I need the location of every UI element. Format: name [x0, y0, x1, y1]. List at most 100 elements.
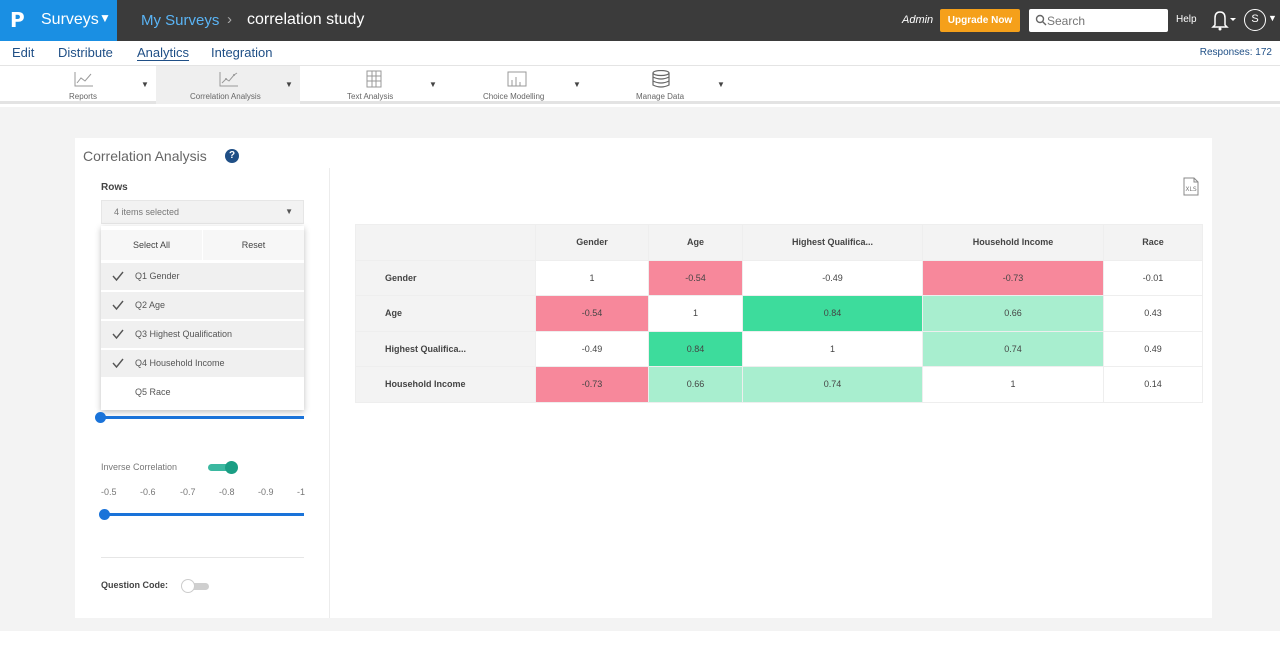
row-header: Household Income [355, 366, 536, 403]
tool-choice-modelling[interactable]: Choice Modelling ▼ [440, 66, 584, 104]
column-header: Highest Qualifica... [742, 224, 923, 261]
checkmark-icon [112, 271, 124, 282]
help-icon[interactable]: ? [225, 149, 239, 163]
upgrade-button[interactable]: Upgrade Now [940, 9, 1020, 32]
correlation-matrix: Gender Age Highest Qualifica... Househol… [355, 224, 1203, 403]
checkmark-icon [112, 358, 124, 369]
matrix-cell: -0.54 [648, 259, 743, 296]
question-code-label: Question Code: [101, 580, 168, 590]
analytics-toolbar: Reports ▼ Correlation Analysis ▼ Text An… [0, 66, 1280, 104]
rows-select[interactable]: 4 items selected ▼ [101, 200, 304, 224]
breadcrumb-separator-icon: › [227, 11, 232, 28]
dropdown-option[interactable]: Q2 Age [101, 292, 304, 320]
tool-reports[interactable]: Reports ▼ [40, 66, 156, 104]
dropdown-option[interactable]: Q3 Highest Qualification [101, 321, 304, 349]
question-code-toggle[interactable] [181, 579, 211, 593]
checkmark-icon [112, 300, 124, 311]
nav-edit[interactable]: Edit [12, 45, 35, 60]
slider-tick-label: -0.7 [180, 487, 196, 497]
matrix-cell: -0.73 [922, 259, 1104, 296]
row-header: Gender [355, 259, 536, 296]
dropdown-option[interactable]: Q4 Household Income [101, 350, 304, 378]
correlation-slider-handle[interactable] [95, 412, 106, 423]
chevron-down-icon: ▼ [99, 11, 111, 25]
tool-manage-data[interactable]: Manage Data ▼ [584, 66, 728, 104]
nav-analytics[interactable]: Analytics [137, 45, 190, 60]
inverse-correlation-toggle[interactable] [208, 461, 238, 474]
matrix-cell: 0.84 [648, 330, 743, 367]
search-icon [1035, 14, 1047, 26]
help-link[interactable]: Help [1176, 14, 1197, 25]
chevron-down-icon[interactable]: ▼ [285, 80, 293, 89]
matrix-cell: 0.43 [1103, 295, 1203, 332]
main-nav: Edit Distribute Analytics Integration Re… [0, 41, 1280, 66]
rows-select-value: 4 items selected [114, 207, 180, 217]
option-label: Q3 Highest Qualification [135, 329, 233, 339]
matrix-cell: -0.73 [535, 366, 649, 403]
toggle-knob [181, 579, 195, 593]
tool-text-analysis[interactable]: Text Analysis ▼ [300, 66, 440, 104]
select-all-button[interactable]: Select All [101, 230, 202, 260]
dropdown-option[interactable]: Q5 Race [101, 379, 304, 407]
chevron-down-icon[interactable]: ▼ [1268, 13, 1277, 23]
product-name: Surveys [41, 11, 99, 28]
slider-tick-label: -1 [297, 487, 306, 497]
search-box [1029, 9, 1168, 32]
chevron-down-icon[interactable]: ▼ [573, 80, 581, 89]
tool-label: Manage Data [636, 92, 685, 101]
reset-button[interactable]: Reset [203, 230, 304, 260]
xls-export-icon[interactable]: XLS [1183, 177, 1199, 196]
slider-tick-label: -0.6 [140, 487, 156, 497]
tool-label: Text Analysis [347, 92, 394, 101]
inverse-slider-track[interactable] [101, 513, 304, 516]
option-label: Q1 Gender [135, 271, 180, 281]
chevron-down-icon[interactable]: ▼ [429, 80, 437, 89]
chevron-down-icon: ▼ [285, 207, 293, 216]
search-input[interactable] [1047, 9, 1165, 32]
slider-tick-label: -0.8 [219, 487, 235, 497]
matrix-corner [355, 224, 536, 261]
avatar[interactable]: S [1244, 9, 1266, 31]
matrix-cell: 1 [922, 366, 1104, 403]
nav-integration[interactable]: Integration [211, 45, 273, 60]
matrix-cell: 1 [648, 295, 743, 332]
dropdown-option[interactable]: Q1 Gender [101, 263, 304, 291]
matrix-cell: 0.14 [1103, 366, 1203, 403]
row-header: Age [355, 295, 536, 332]
matrix-cell: 1 [535, 259, 649, 296]
bar-chart-icon [507, 71, 527, 87]
tool-label: Correlation Analysis [190, 92, 261, 101]
row-header: Highest Qualifica... [355, 330, 536, 367]
matrix-cell: -0.54 [535, 295, 649, 332]
divider [101, 557, 304, 558]
column-header: Household Income [922, 224, 1104, 261]
chevron-down-icon[interactable]: ▼ [717, 80, 725, 89]
option-label: Q5 Race [135, 387, 171, 397]
panel-title: Correlation Analysis [83, 148, 207, 164]
breadcrumb-my-surveys[interactable]: My Surveys [141, 12, 220, 29]
inverse-slider-handle[interactable] [99, 509, 110, 520]
slider-tick-label: -0.5 [101, 487, 117, 497]
matrix-header-row: Gender Age Highest Qualifica... Househol… [355, 224, 1203, 261]
correlation-slider-track[interactable] [101, 416, 304, 419]
tool-correlation-analysis[interactable]: Correlation Analysis ▼ [156, 66, 300, 104]
line-chart-icon [74, 72, 93, 87]
option-label: Q4 Household Income [135, 358, 225, 368]
logo-icon: P [10, 8, 25, 32]
top-bar: P Surveys ▼ My Surveys › correlation stu… [0, 0, 1280, 41]
product-switcher[interactable]: P Surveys ▼ [0, 0, 117, 41]
toggle-knob [225, 461, 238, 474]
chevron-down-icon[interactable]: ▼ [141, 80, 149, 89]
matrix-cell: 0.49 [1103, 330, 1203, 367]
survey-title: correlation study [247, 11, 365, 28]
bell-icon[interactable] [1206, 9, 1236, 31]
scatter-chart-icon [219, 72, 238, 87]
matrix-cell: 0.66 [648, 366, 743, 403]
slider-tick-label: -0.9 [258, 487, 274, 497]
matrix-cell: -0.49 [535, 330, 649, 367]
nav-distribute[interactable]: Distribute [58, 45, 113, 60]
toggle-track [208, 464, 236, 471]
admin-label: Admin [902, 14, 934, 26]
tool-label: Reports [69, 92, 98, 101]
column-header: Gender [535, 224, 649, 261]
